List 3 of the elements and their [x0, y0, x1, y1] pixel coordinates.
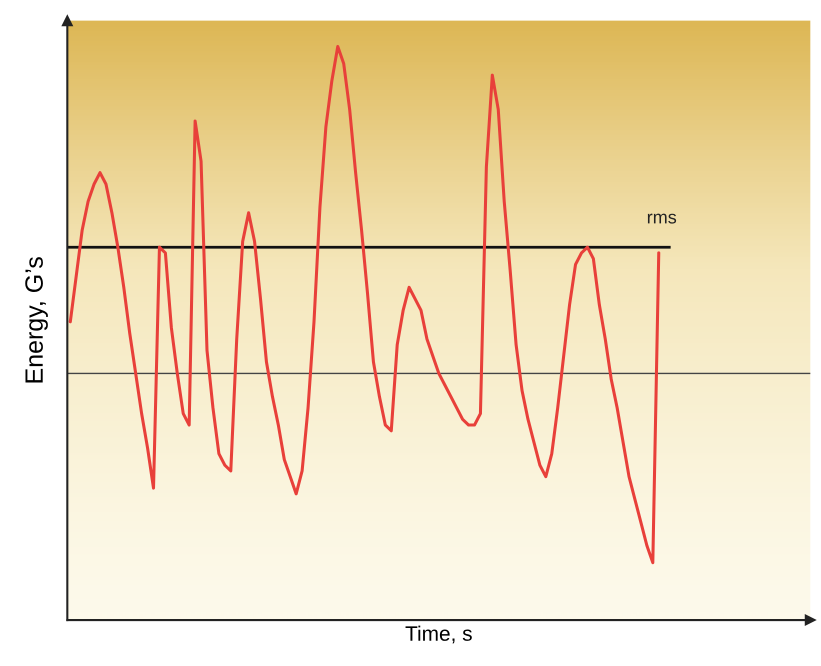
x-axis-title: Time, s [406, 626, 472, 644]
y-axis-title: Energy, G’s [25, 257, 48, 382]
ref-line-label: rms [648, 214, 676, 224]
